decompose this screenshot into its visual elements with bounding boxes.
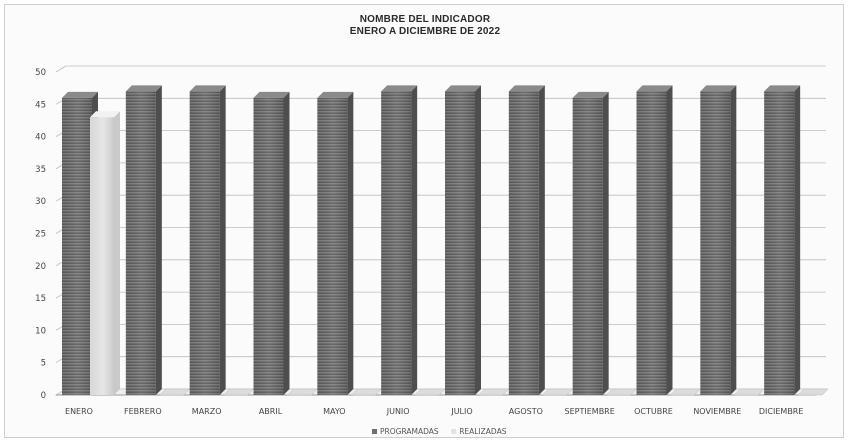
bar-programadas-top [189,85,226,92]
bar-programadas [445,85,481,395]
bar-programadas-top [253,91,290,98]
bar-programadas-shade [62,97,92,395]
bar-programadas-top [764,85,801,92]
bar-programadas [317,91,354,395]
y-tick-label: 35 [35,165,46,175]
bar-programadas-shade [764,91,795,395]
x-tick-label: SEPTIEMBRE [565,407,615,416]
bar-programadas-side [602,91,609,395]
bar-programadas [700,85,737,395]
x-tick-label: AGOSTO [509,407,543,416]
bar-realizadas-zero [797,388,829,396]
bar-programadas [189,85,226,395]
x-tick-label: JULIO [450,407,472,416]
bar-programadas-shade [445,91,475,395]
bar-programadas-side [411,85,418,395]
y-axis: 0 5 10 15 20 25 30 35 40 45 50 [35,68,46,401]
legend-label: REALIZADAS [459,427,507,436]
y-tick-label: 10 [35,326,46,336]
y-tick-label: 5 [41,359,46,369]
x-tick-label: ENERO [65,407,93,416]
bar-programadas-side [347,91,354,395]
bar-programadas-side [794,85,801,395]
x-tick-label: JUNIO [386,407,410,416]
bar-programadas-top [125,85,162,92]
x-tick-label: MAYO [323,407,346,416]
x-tick-label: OCTUBRE [634,407,673,416]
x-axis: ENERO FEBRERO MARZO ABRIL MAYO JUNIO JULIO AGOS… [65,407,803,416]
y-tick-label: 20 [35,262,46,272]
bar-programadas-side [538,85,545,395]
x-tick-label: DICIEMBRE [759,407,804,416]
bar-realizadas-shade [90,117,114,395]
y-tick-label: 40 [35,133,46,143]
gridline-depth [55,65,67,73]
bar-programadas-top [317,91,354,98]
bar-programadas-top [572,91,609,98]
y-tick-label: 25 [35,230,46,240]
bar-programadas-side [475,85,481,395]
bar-programadas-side [283,91,290,395]
bar-programadas-shade [381,91,412,395]
chart-title-block: NOMBRE DEL INDICADOR ENERO A DICIEMBRE D… [0,14,850,38]
bar-programadas-side [155,85,162,395]
y-tick-label: 30 [35,197,46,207]
legend-swatch [451,429,457,434]
bar-programadas-side [219,85,226,395]
bar-programadas-side [666,85,673,395]
x-tick-label: FEBRERO [124,407,162,416]
legend-label: PROGRAMADAS [380,427,439,436]
bar-realizadas [90,111,120,395]
bar-programadas [572,91,609,395]
x-tick-label: NOVIEMBRE [693,407,741,416]
y-tick-label: 0 [41,391,46,401]
chart-subtitle: ENERO A DICIEMBRE DE 2022 [349,26,501,37]
bar-programadas-shade [125,91,156,395]
bar-programadas [253,91,290,395]
bar-programadas-shade [253,97,284,395]
x-tick-label: MARZO [192,407,222,416]
y-tick-label: 45 [35,100,46,110]
bar-programadas [508,85,545,395]
bar-programadas [381,85,418,395]
bar-programadas [764,85,801,395]
bar-programadas-shade [572,97,603,395]
y-tick-label: 50 [35,68,46,78]
bar-programadas-shade [508,91,539,395]
bar-programadas-top [508,85,545,92]
y-tick-label: 15 [35,294,46,304]
legend-swatch [372,429,377,434]
bar-programadas-top [636,85,673,92]
bars [62,85,829,396]
legend: PROGRAMADAS REALIZADAS [372,427,507,436]
x-tick-label: ABRIL [259,407,283,416]
bar-programadas-shade [189,91,220,395]
bar-realizadas-top [90,111,120,118]
bar-programadas-shade [317,97,348,395]
bar-programadas-top [445,85,481,92]
bar-programadas-top [700,85,737,92]
bar-programadas-top [62,91,98,98]
bar-programadas-shade [636,91,667,395]
bar-programadas [125,85,162,395]
bar-realizadas-side [114,111,120,395]
bar-programadas-top [381,85,418,92]
bar-programadas-side [730,85,737,395]
bar-programadas [636,85,673,395]
chart-title: NOMBRE DEL INDICADOR [359,14,491,25]
bar-programadas-shade [700,91,731,395]
